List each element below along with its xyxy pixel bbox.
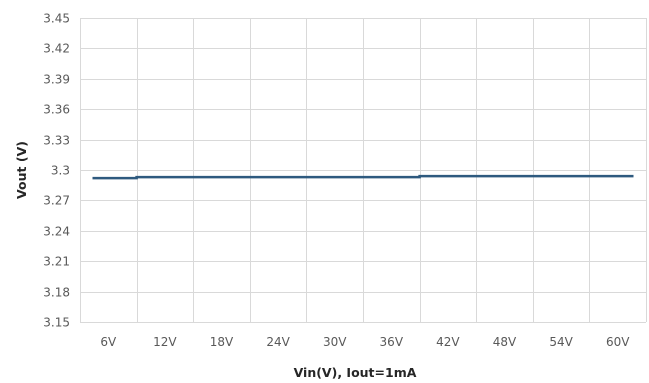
x-tick-label: 54V (549, 335, 573, 349)
series-line-0 (92, 174, 634, 180)
y-tick-label: 3.15 (43, 316, 70, 330)
y-tick-label: 3.42 (43, 42, 70, 56)
x-tick-label: 24V (266, 335, 290, 349)
y-tick-label: 3.45 (43, 12, 70, 26)
y-axis-tick-labels: 3.15 3.18 3.21 3.24 3.27 3.3 3.33 3.36 3.39 3.42 3… (43, 12, 70, 330)
series-layer (92, 174, 634, 180)
x-tick-label: 18V (210, 335, 234, 349)
x-tick-label: 30V (323, 335, 347, 349)
x-tick-label: 60V (606, 335, 630, 349)
y-tick-label: 3.27 (43, 194, 70, 208)
x-tick-label: 12V (153, 335, 177, 349)
x-tick-label: 36V (380, 335, 404, 349)
y-tick-label: 3.39 (43, 73, 70, 87)
y-tick-label: 3.24 (43, 225, 70, 239)
x-axis-tick-labels: 6V 12V 18V 24V 30V 36V 42V 48V 54V 60V (100, 335, 630, 349)
y-tick-label: 3.18 (43, 286, 70, 300)
y-tick-label: 3.21 (43, 255, 70, 269)
y-tick-label: 3.33 (43, 134, 70, 148)
x-axis-title: Vin(V), Iout=1mA (294, 365, 417, 380)
y-tick-label: 3.36 (43, 103, 70, 117)
y-tick-label: 3.3 (51, 164, 70, 178)
y-axis-title: Vout (V) (14, 141, 29, 199)
x-tick-label: 48V (493, 335, 517, 349)
grid-layer (80, 18, 647, 323)
x-tick-label: 42V (436, 335, 460, 349)
x-tick-label: 6V (100, 335, 117, 349)
